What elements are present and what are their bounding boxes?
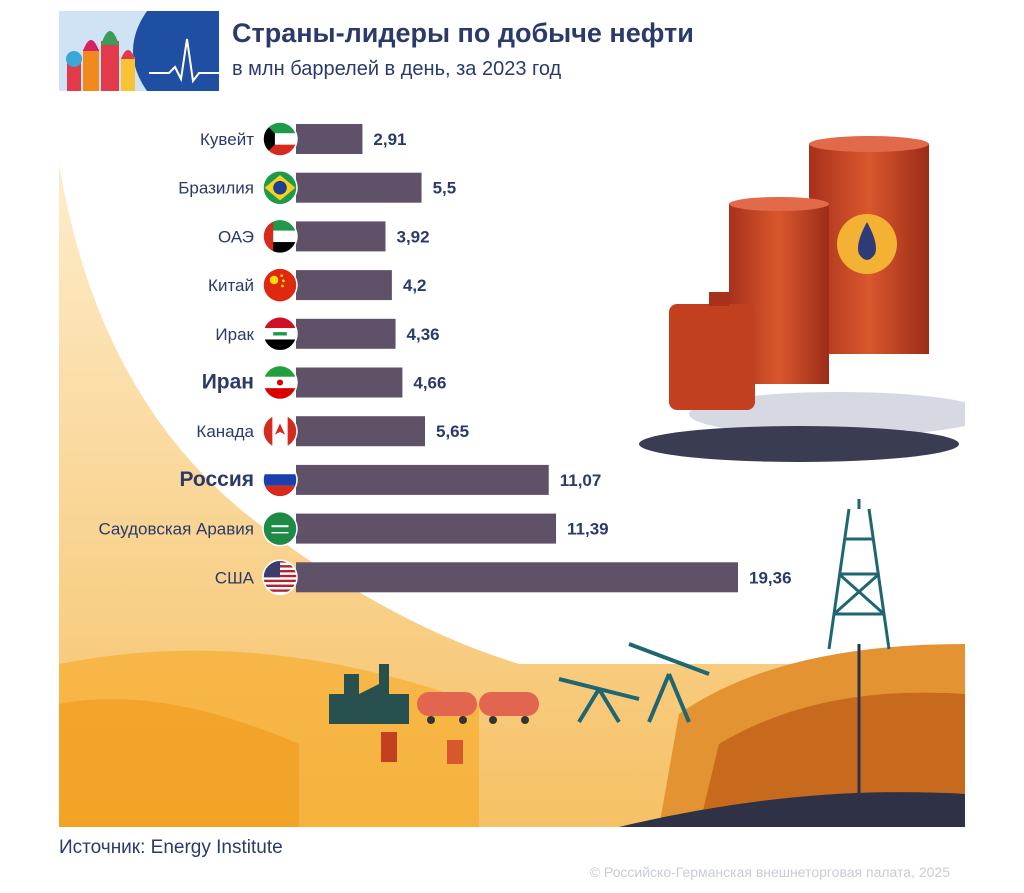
canada-flag-icon [263, 414, 297, 449]
flag-ring [262, 413, 298, 449]
flag-ring [262, 316, 298, 352]
uae-flag-icon [263, 219, 297, 254]
bar [296, 513, 557, 544]
category-label: Кувейт [200, 130, 254, 149]
category-label: Китай [208, 276, 254, 295]
bar [296, 318, 396, 349]
value-label: 4,66 [413, 374, 446, 393]
bar [296, 562, 738, 593]
iran-flag-icon [263, 365, 297, 400]
flag-ring [262, 462, 298, 498]
flag-ring [262, 267, 298, 303]
bar [296, 464, 549, 495]
flag-ring [262, 559, 298, 596]
iraq-flag-icon [263, 316, 297, 351]
flag-ring [262, 510, 298, 547]
copyright-note: © Российско-Германская внешнеторговая па… [589, 864, 950, 880]
factory-icon [329, 664, 409, 724]
category-label: Канада [196, 422, 254, 441]
value-label: 3,92 [396, 227, 429, 246]
chart-subtitle: в млн баррелей в день, за 2023 год [232, 58, 562, 80]
pump-jack-icon [558, 642, 710, 724]
bar [296, 172, 422, 203]
category-label: Бразилия [178, 179, 254, 198]
oil-landscape-illustration [59, 136, 965, 827]
flag-ring [262, 169, 298, 206]
flag-ring [262, 364, 298, 401]
small-barrel-icon [381, 732, 397, 762]
value-label: 5,5 [433, 179, 457, 198]
value-label: 2,91 [373, 130, 406, 149]
china-flag-icon [263, 268, 297, 303]
tank-wagon-icon [417, 692, 539, 724]
category-label: Иран [202, 371, 254, 394]
category-label: США [215, 568, 255, 587]
brazil-flag-icon [263, 170, 297, 205]
small-canister-icon [447, 740, 463, 764]
category-label: Ирак [215, 325, 254, 344]
source-note: Источник: Energy Institute [59, 837, 283, 858]
oil-barrels-icon [639, 136, 965, 462]
kremlin-domes-icon [66, 31, 135, 91]
value-label: 11,07 [560, 471, 602, 490]
category-label: ОАЭ [218, 227, 254, 246]
value-label: 19,36 [749, 568, 792, 587]
bar [296, 367, 403, 398]
value-label: 5,65 [436, 422, 469, 441]
value-label: 4,36 [407, 325, 440, 344]
saudi-arabia-flag-icon [263, 511, 297, 546]
bar [296, 416, 425, 447]
bar-chart: Кувейт 2,91 Бразилия 5,5 ОАЭ 3,92 Китай 4,2 Ирак… [98, 121, 792, 596]
logo [59, 11, 219, 91]
category-label: Россия [179, 468, 254, 491]
oil-derrick-icon [827, 499, 891, 650]
value-label: 4,2 [403, 276, 427, 295]
bar [296, 221, 386, 252]
category-label: Саудовская Аравия [98, 520, 254, 539]
flag-ring [262, 218, 298, 255]
pulse-line-icon [149, 38, 219, 84]
flag-ring [262, 121, 298, 157]
bar [296, 124, 363, 154]
russia-flag-icon [263, 462, 297, 497]
chart-title: Страны-лидеры по добыче нефти [232, 18, 694, 48]
bar [296, 270, 392, 301]
value-label: 11,39 [567, 520, 609, 539]
